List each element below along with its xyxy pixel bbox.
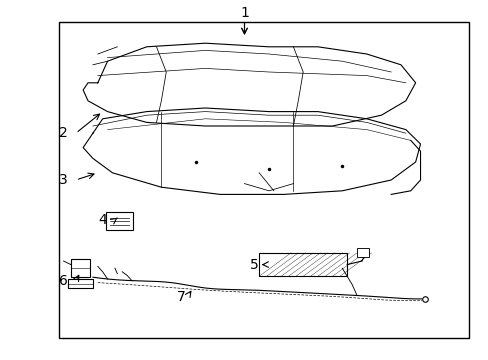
Bar	[259, 253, 346, 276]
Text: 4: 4	[98, 213, 107, 226]
Text: 1: 1	[240, 6, 248, 19]
Bar	[68, 279, 93, 288]
Bar	[106, 212, 133, 230]
Bar	[71, 259, 90, 277]
Text: 3: 3	[59, 173, 68, 187]
Bar	[59, 22, 468, 338]
Bar	[356, 248, 368, 257]
Text: 2: 2	[59, 126, 68, 140]
Text: 5: 5	[249, 258, 258, 271]
Text: 7: 7	[176, 290, 185, 304]
Text: 6: 6	[59, 274, 68, 288]
